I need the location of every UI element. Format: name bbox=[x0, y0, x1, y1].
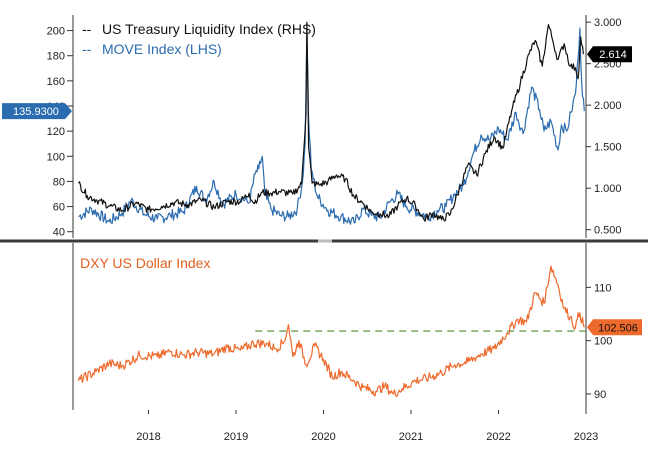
chart-frame bbox=[0, 15, 648, 410]
treasury-axis-tick-label: 3.000 bbox=[594, 17, 622, 29]
x-tick-label: 2019 bbox=[224, 431, 248, 443]
treasury-axis-tick-label: 1.500 bbox=[594, 142, 622, 154]
move-legend-marker: -- bbox=[82, 41, 92, 57]
last-value-badges: 135.9300 2.614 102.506 bbox=[2, 46, 642, 336]
treasury-last-value-badge bbox=[587, 46, 632, 63]
move-last-value-label: 135.9300 bbox=[13, 106, 59, 118]
move-axis-tick-label: 160 bbox=[47, 76, 65, 88]
move-series-line bbox=[78, 27, 585, 225]
top-panel-legend: -- US Treasury Liquidity Index (RHS) -- MOV… bbox=[82, 21, 316, 57]
treasury-series-line bbox=[78, 21, 584, 222]
dxy-series-line bbox=[77, 265, 585, 397]
move-legend-label: MOVE Index (LHS) bbox=[102, 41, 222, 57]
dxy-last-value-badge bbox=[587, 319, 642, 336]
x-tick-label: 2020 bbox=[311, 431, 335, 443]
top-panel-series bbox=[78, 21, 585, 225]
dxy-panel-title: DXY US Dollar Index bbox=[80, 255, 210, 271]
move-axis-tick-label: 40 bbox=[53, 227, 65, 239]
dxy-axis-tick-label: 100 bbox=[594, 336, 612, 348]
dxy-last-value-label: 102.506 bbox=[598, 322, 638, 334]
treasury-legend-label: US Treasury Liquidity Index (RHS) bbox=[102, 21, 316, 37]
dxy-axis-tick-label: 110 bbox=[594, 282, 612, 294]
treasury-legend-marker: -- bbox=[82, 21, 92, 37]
move-axis-tick-label: 120 bbox=[47, 126, 65, 138]
move-axis-tick-label: 200 bbox=[47, 26, 65, 38]
panel-separator-handle bbox=[318, 239, 332, 243]
move-last-value-badge bbox=[2, 103, 72, 120]
treasury-last-value-label: 2.614 bbox=[599, 49, 627, 61]
x-tick-label: 2021 bbox=[399, 431, 423, 443]
top-panel-ticks: 4060801001201401601802000.5001.0001.5002… bbox=[47, 17, 622, 239]
move-axis-tick-label: 60 bbox=[53, 202, 65, 214]
move-axis-tick-label: 100 bbox=[47, 151, 65, 163]
treasury-axis-tick-label: 2.000 bbox=[594, 100, 622, 112]
treasury-axis-tick-label: 0.500 bbox=[594, 225, 622, 237]
x-axis: 2018 2019 2020 2021 2022 2023 bbox=[136, 410, 598, 443]
bottom-panel-ticks: 90 100 110 DXY US Dollar Index bbox=[80, 255, 612, 401]
x-tick-label: 2022 bbox=[486, 431, 510, 443]
x-tick-label: 2018 bbox=[136, 431, 160, 443]
treasury-axis-tick-label: 1.000 bbox=[594, 183, 622, 195]
x-tick-label: 2023 bbox=[574, 431, 598, 443]
move-axis-tick-label: 180 bbox=[47, 51, 65, 63]
move-axis-tick-label: 80 bbox=[53, 176, 65, 188]
bottom-panel-series bbox=[77, 265, 586, 397]
dxy-axis-tick-label: 90 bbox=[594, 389, 606, 401]
